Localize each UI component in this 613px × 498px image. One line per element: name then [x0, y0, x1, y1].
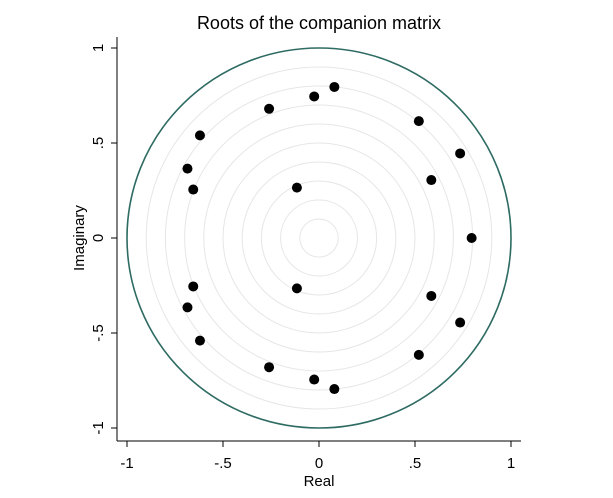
grid-circle — [145, 66, 493, 410]
y-tick-label: 0 — [90, 234, 107, 242]
axes: -1 -.5 0 .5 1 -1 -.5 0 .5 1 — [90, 37, 521, 472]
x-tick-label: 0 — [315, 455, 323, 472]
y-tick-label: .5 — [90, 137, 107, 150]
grid-circle — [241, 161, 397, 315]
root-point — [291, 182, 302, 193]
root-point — [182, 302, 193, 313]
root-point — [264, 103, 275, 114]
x-tick-label: -1 — [120, 455, 133, 472]
root-point — [182, 163, 193, 174]
root-point — [194, 130, 205, 141]
grid-circle — [222, 142, 416, 334]
root-point — [329, 81, 340, 92]
y-tick-label: -.5 — [90, 324, 107, 342]
unit-circle — [126, 47, 512, 429]
root-point — [466, 233, 477, 243]
y-axis-label: Imaginary — [71, 205, 88, 271]
root-point — [194, 335, 205, 346]
grid-circle — [184, 104, 454, 372]
unit-circle-layer — [126, 47, 512, 429]
root-point — [291, 283, 302, 294]
grid-circle — [203, 123, 435, 353]
root-point — [426, 290, 437, 301]
root-point — [455, 317, 466, 328]
root-point — [264, 362, 275, 373]
x-tick-label: .5 — [409, 455, 422, 472]
root-point — [188, 184, 199, 195]
x-tick-label: 1 — [507, 455, 515, 472]
chart-title: Roots of the companion matrix — [197, 13, 441, 33]
grid-circle — [260, 180, 378, 296]
root-point — [426, 175, 437, 186]
x-tick-label: -.5 — [214, 455, 232, 472]
root-point — [455, 148, 466, 159]
root-point — [188, 281, 199, 292]
root-points — [182, 81, 477, 395]
root-point — [413, 116, 424, 127]
y-tick-label: 1 — [90, 44, 107, 52]
y-tick-label: -1 — [90, 421, 107, 434]
grid-circle — [299, 218, 339, 258]
x-axis-label: Real — [304, 473, 335, 490]
root-point — [309, 374, 320, 385]
root-point — [413, 349, 424, 360]
grid-circle — [280, 199, 358, 277]
root-point — [329, 384, 340, 395]
root-point — [309, 91, 320, 102]
